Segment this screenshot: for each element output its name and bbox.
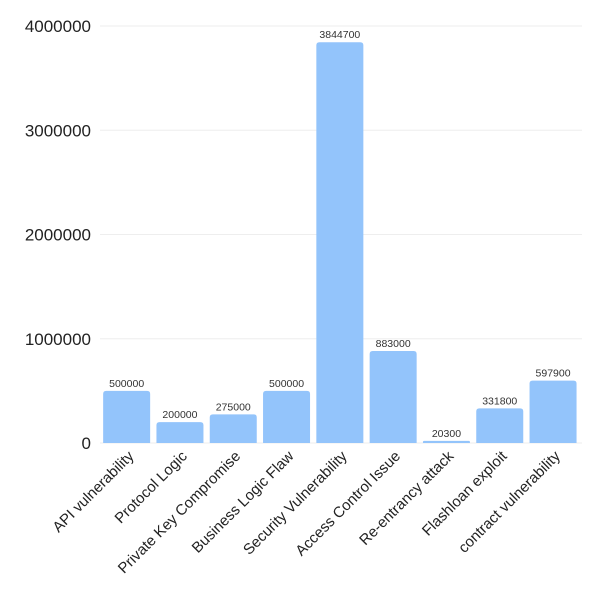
y-tick-label: 2000000 [25,226,91,245]
data-label: 275000 [216,401,251,413]
x-tick-label: Security Vulnerability [240,447,351,558]
data-label: 500000 [109,378,144,390]
bar [263,390,311,443]
y-tick-label: 1000000 [25,330,91,349]
data-label: 20300 [432,428,461,440]
y-axis-tick-labels: 0 1000000 2000000 3000000 4000000 [25,17,91,453]
y-tick-label: 4000000 [25,17,91,36]
x-tick-label: contract vulnerability [455,447,564,556]
x-tick-label: Access Control Issue [292,448,404,560]
data-label: 200000 [162,409,197,421]
data-labels: 500000 200000 275000 500000 3844700 883000 203… [109,29,571,440]
data-label: 883000 [376,338,411,350]
bar [209,414,257,443]
bar [476,408,524,443]
data-label: 597900 [536,368,571,380]
bar [103,390,151,443]
bar [369,350,417,443]
x-tick-label: Re-entrancy attack [356,447,457,548]
data-label: 3844700 [319,29,360,41]
data-label: 331800 [482,395,517,407]
bar [316,42,364,443]
x-tick-label: Business Logic Flaw [189,448,298,557]
bars [103,42,577,443]
bar [529,380,577,443]
bar [156,422,204,443]
y-tick-label: 0 [82,434,91,453]
bar [422,440,470,443]
y-tick-label: 3000000 [25,121,91,140]
data-label: 500000 [269,378,304,390]
